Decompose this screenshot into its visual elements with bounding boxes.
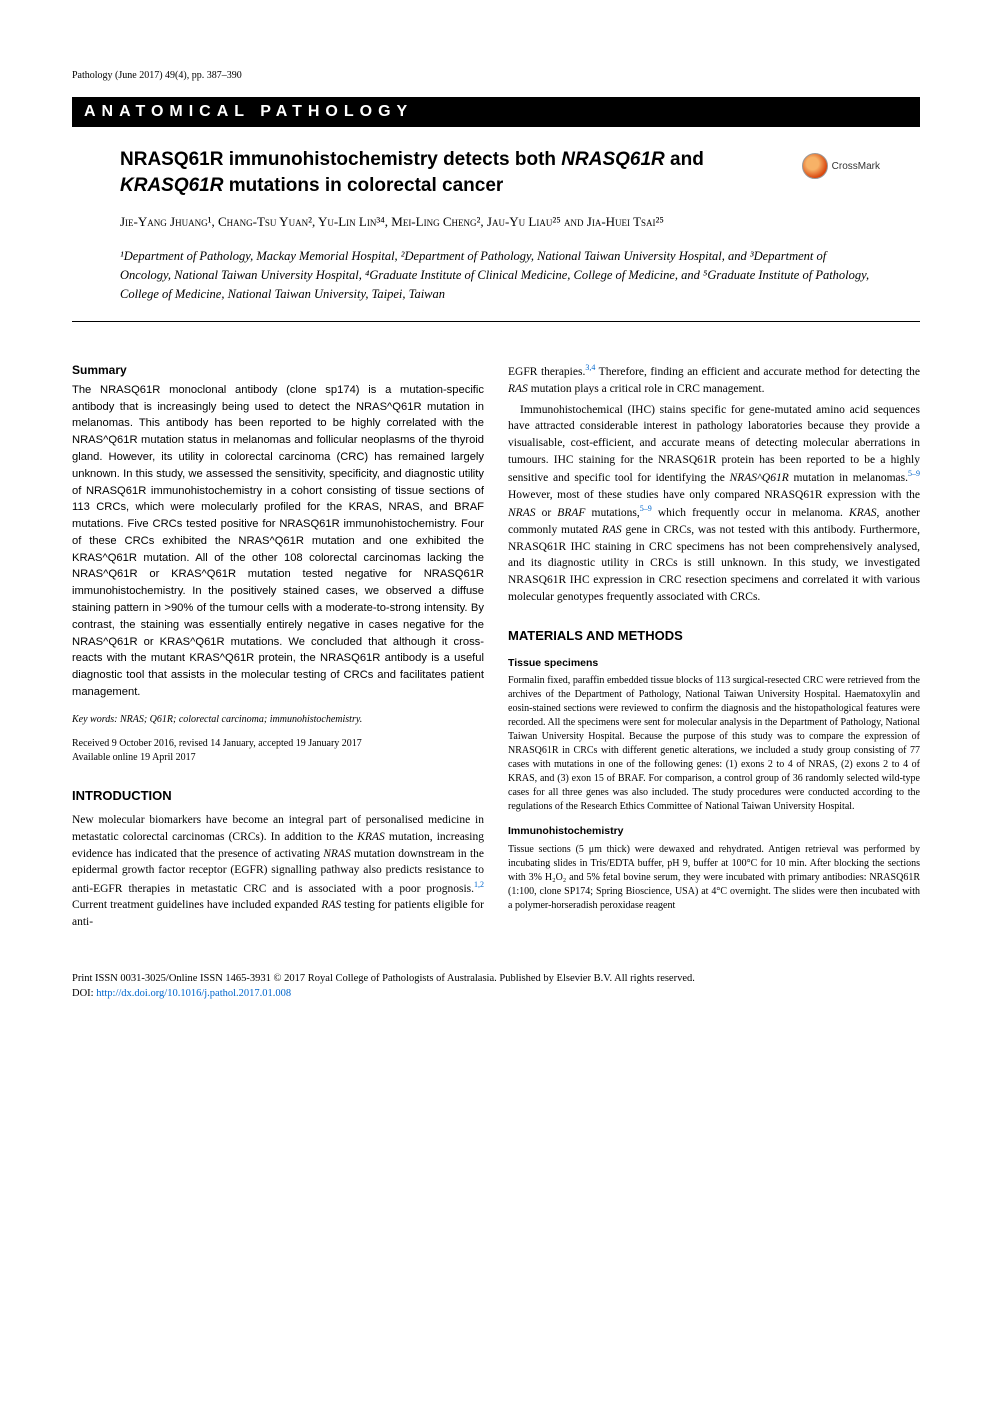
gene-nrasq61r: NRAS^Q61R: [730, 472, 789, 484]
section-banner: ANATOMICAL PATHOLOGY: [72, 97, 920, 127]
crossmark-label: CrossMark: [832, 161, 880, 172]
authors-line: Jie-Yang Jhuang¹, Chang-Tsu Yuan², Yu-Li…: [72, 212, 920, 233]
ihc-text: Tissue sections (5 μm thick) were dewaxe…: [508, 843, 920, 913]
title-ital-2: KRASQ61R: [120, 175, 223, 196]
intro-text: which frequently occur in melanoma.: [652, 507, 849, 519]
citation-ref[interactable]: 1,2: [474, 880, 484, 889]
citation-ref[interactable]: 5–9: [640, 504, 652, 513]
gene-ras: RAS: [508, 383, 528, 395]
doi-link[interactable]: http://dx.doi.org/10.1016/j.pathol.2017.…: [96, 988, 291, 999]
intro-text: or: [535, 507, 557, 519]
title-post: mutations in colorectal cancer: [223, 175, 503, 196]
article-title: NRASQ61R immunohistochemistry detects bo…: [120, 147, 740, 198]
right-column: EGFR therapies.3,4 Therefore, finding an…: [508, 362, 920, 930]
issn-line: Print ISSN 0031-3025/Online ISSN 1465-39…: [72, 973, 695, 984]
citation-ref[interactable]: 3,4: [585, 363, 595, 372]
gene-ras: RAS: [321, 899, 341, 911]
gene-nras: NRAS: [323, 848, 350, 860]
intro-text: EGFR therapies.: [508, 366, 585, 378]
intro-heading: INTRODUCTION: [72, 787, 484, 806]
gene-kras: KRAS: [357, 831, 384, 843]
intro-text: mutation plays a critical role in CRC ma…: [528, 383, 765, 395]
ihc-subheading: Immunohistochemistry: [508, 824, 920, 839]
page-footer: Print ISSN 0031-3025/Online ISSN 1465-39…: [72, 971, 920, 1003]
intro-para-2: EGFR therapies.3,4 Therefore, finding an…: [508, 362, 920, 397]
intro-text: mutations,: [585, 507, 639, 519]
crossmark-badge[interactable]: CrossMark: [802, 153, 880, 179]
title-block: NRASQ61R immunohistochemistry detects bo…: [72, 147, 920, 198]
summary-text: The NRASQ61R monoclonal antibody (clone …: [72, 382, 484, 701]
title-mid: and: [665, 149, 704, 170]
article-dates: Received 9 October 2016, revised 14 Janu…: [72, 737, 484, 765]
intro-text: Therefore, finding an efficient and accu…: [595, 366, 920, 378]
intro-text: However, most of these studies have only…: [508, 489, 920, 501]
divider: [72, 321, 920, 322]
left-column: Summary The NRASQ61R monoclonal antibody…: [72, 362, 484, 930]
citation-ref[interactable]: 5–9: [908, 469, 920, 478]
gene-ras: RAS: [602, 524, 622, 536]
gene-kras: KRAS: [849, 507, 876, 519]
methods-heading: MATERIALS AND METHODS: [508, 627, 920, 646]
online-date: Available online 19 April 2017: [72, 752, 196, 763]
keywords: Key words: NRAS; Q61R; colorectal carcin…: [72, 713, 484, 728]
intro-text: mutation in melanomas.: [789, 472, 908, 484]
title-pre: NRASQ61R immunohistochemistry detects bo…: [120, 149, 561, 170]
summary-heading: Summary: [72, 362, 484, 379]
tissue-subheading: Tissue specimens: [508, 656, 920, 671]
journal-header: Pathology (June 2017) 49(4), pp. 387–390: [72, 70, 920, 81]
received-date: Received 9 October 2016, revised 14 Janu…: [72, 738, 362, 749]
intro-para-1: New molecular biomarkers have become an …: [72, 812, 484, 931]
intro-text: Current treatment guidelines have includ…: [72, 899, 321, 911]
two-column-body: Summary The NRASQ61R monoclonal antibody…: [72, 362, 920, 930]
crossmark-icon: [802, 153, 828, 179]
gene-nras: NRAS: [508, 507, 535, 519]
affiliations: ¹Department of Pathology, Mackay Memoria…: [72, 247, 920, 303]
doi-label: DOI:: [72, 988, 96, 999]
intro-para-3: Immunohistochemical (IHC) stains specifi…: [508, 402, 920, 606]
gene-braf: BRAF: [557, 507, 585, 519]
tissue-text: Formalin fixed, paraffin embedded tissue…: [508, 674, 920, 814]
title-ital-1: NRASQ61R: [561, 149, 664, 170]
